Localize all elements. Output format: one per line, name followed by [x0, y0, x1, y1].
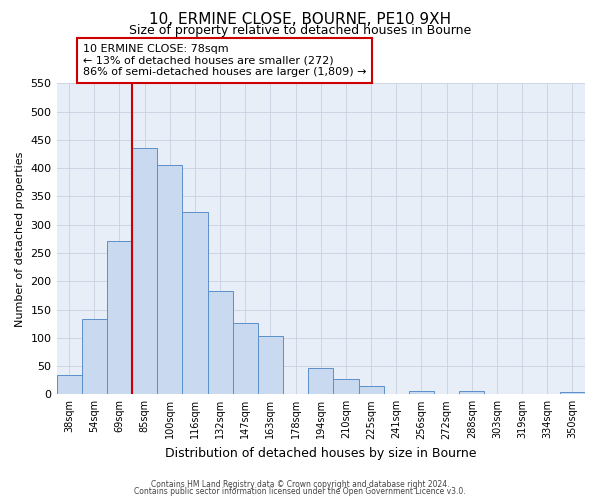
Bar [359, 386, 383, 394]
Bar [157, 166, 182, 394]
Text: Size of property relative to detached houses in Bourne: Size of property relative to detached ho… [129, 24, 471, 37]
Bar [56, 374, 82, 394]
X-axis label: Distribution of detached houses by size in Bourne: Distribution of detached houses by size … [165, 447, 476, 460]
Text: Contains public sector information licensed under the Open Government Licence v3: Contains public sector information licen… [134, 487, 466, 496]
Bar [334, 379, 359, 394]
Bar [233, 322, 258, 394]
Bar [308, 368, 334, 394]
Bar [560, 392, 585, 394]
Text: 10 ERMINE CLOSE: 78sqm
← 13% of detached houses are smaller (272)
86% of semi-de: 10 ERMINE CLOSE: 78sqm ← 13% of detached… [83, 44, 367, 77]
Text: 10, ERMINE CLOSE, BOURNE, PE10 9XH: 10, ERMINE CLOSE, BOURNE, PE10 9XH [149, 12, 451, 28]
Bar [258, 336, 283, 394]
Bar [409, 391, 434, 394]
Bar [182, 212, 208, 394]
Bar [459, 391, 484, 394]
Bar [82, 319, 107, 394]
Bar [208, 291, 233, 395]
Bar [132, 148, 157, 394]
Bar [107, 240, 132, 394]
Text: Contains HM Land Registry data © Crown copyright and database right 2024.: Contains HM Land Registry data © Crown c… [151, 480, 449, 489]
Y-axis label: Number of detached properties: Number of detached properties [15, 151, 25, 326]
